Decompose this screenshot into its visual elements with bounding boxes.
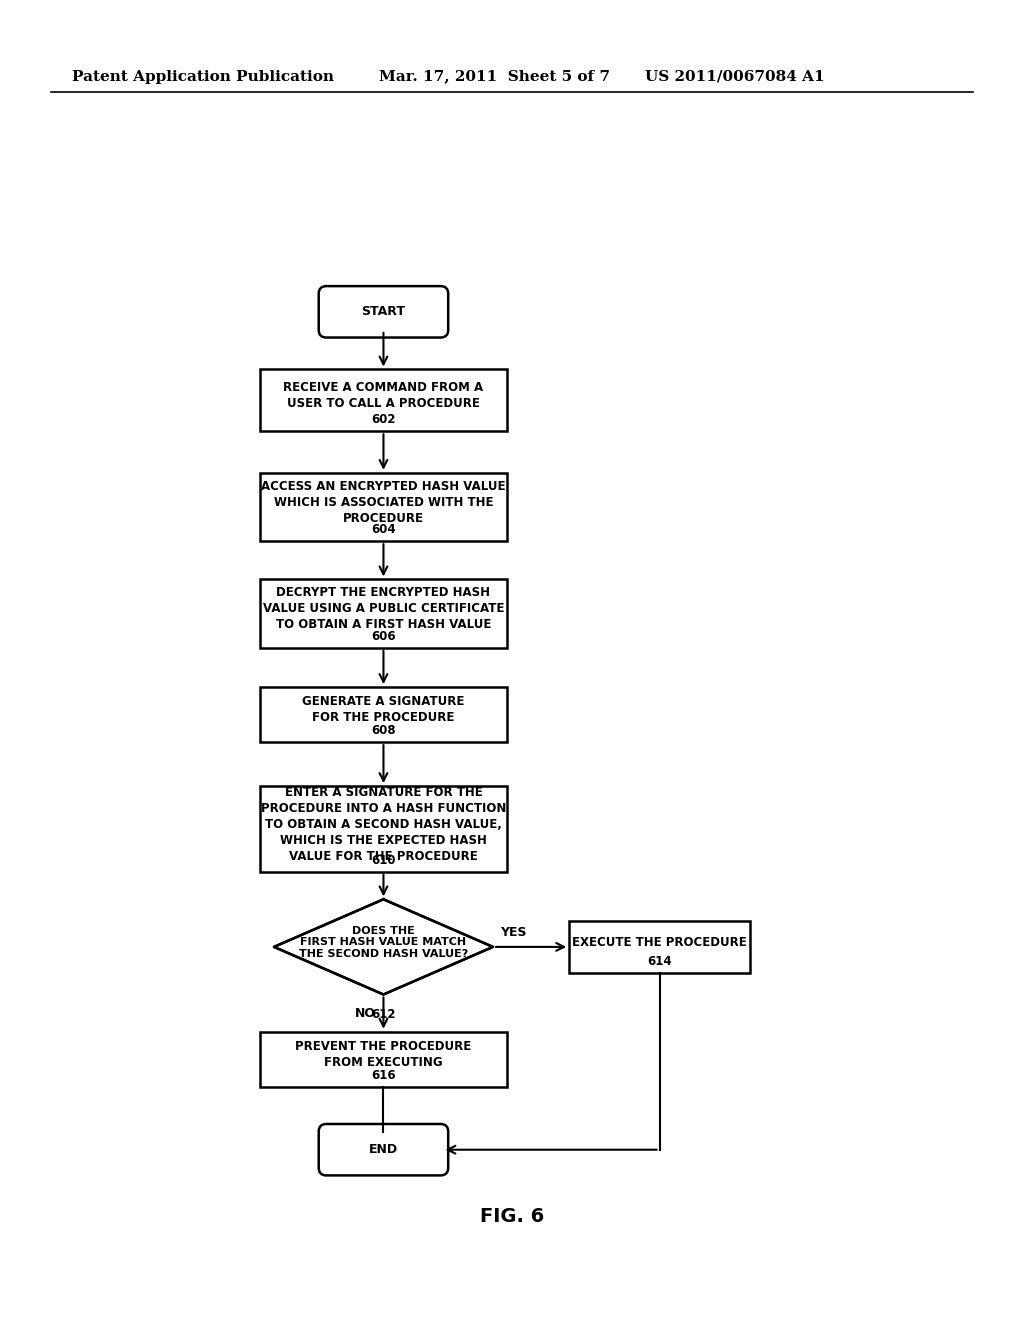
- FancyBboxPatch shape: [260, 579, 507, 648]
- Text: ENTER A SIGNATURE FOR THE
PROCEDURE INTO A HASH FUNCTION
TO OBTAIN A SECOND HASH: ENTER A SIGNATURE FOR THE PROCEDURE INTO…: [261, 785, 506, 862]
- Text: DECRYPT THE ENCRYPTED HASH
VALUE USING A PUBLIC CERTIFICATE
TO OBTAIN A FIRST HA: DECRYPT THE ENCRYPTED HASH VALUE USING A…: [263, 586, 504, 631]
- Text: Patent Application Publication: Patent Application Publication: [72, 70, 334, 83]
- Text: END: END: [369, 1143, 398, 1156]
- FancyBboxPatch shape: [260, 686, 507, 742]
- FancyBboxPatch shape: [260, 1032, 507, 1086]
- Text: FIG. 6: FIG. 6: [480, 1206, 544, 1226]
- Text: RECEIVE A COMMAND FROM A
USER TO CALL A PROCEDURE: RECEIVE A COMMAND FROM A USER TO CALL A …: [284, 381, 483, 411]
- Text: 616: 616: [371, 1069, 395, 1082]
- Text: 604: 604: [371, 523, 395, 536]
- FancyBboxPatch shape: [318, 1125, 449, 1175]
- Text: 610: 610: [372, 854, 395, 867]
- FancyBboxPatch shape: [260, 473, 507, 541]
- Text: 612: 612: [372, 1008, 395, 1020]
- FancyBboxPatch shape: [260, 785, 507, 871]
- Text: NO: NO: [355, 1007, 376, 1019]
- Text: 606: 606: [371, 630, 395, 643]
- Text: 608: 608: [371, 725, 395, 738]
- Text: 602: 602: [372, 413, 395, 426]
- Text: 614: 614: [647, 956, 672, 968]
- Text: PREVENT THE PROCEDURE
FROM EXECUTING: PREVENT THE PROCEDURE FROM EXECUTING: [295, 1040, 472, 1069]
- Text: GENERATE A SIGNATURE
FOR THE PROCEDURE: GENERATE A SIGNATURE FOR THE PROCEDURE: [302, 696, 465, 725]
- Text: Mar. 17, 2011  Sheet 5 of 7: Mar. 17, 2011 Sheet 5 of 7: [379, 70, 610, 83]
- FancyBboxPatch shape: [318, 286, 449, 338]
- FancyBboxPatch shape: [569, 921, 750, 973]
- Text: DOES THE
FIRST HASH VALUE MATCH
THE SECOND HASH VALUE?: DOES THE FIRST HASH VALUE MATCH THE SECO…: [299, 925, 468, 958]
- Text: YES: YES: [501, 927, 527, 940]
- Polygon shape: [274, 899, 493, 994]
- Text: EXECUTE THE PROCEDURE: EXECUTE THE PROCEDURE: [572, 936, 746, 949]
- Text: US 2011/0067084 A1: US 2011/0067084 A1: [645, 70, 824, 83]
- FancyBboxPatch shape: [260, 370, 507, 432]
- Text: START: START: [361, 305, 406, 318]
- Text: ACCESS AN ENCRYPTED HASH VALUE
WHICH IS ASSOCIATED WITH THE
PROCEDURE: ACCESS AN ENCRYPTED HASH VALUE WHICH IS …: [261, 479, 506, 525]
